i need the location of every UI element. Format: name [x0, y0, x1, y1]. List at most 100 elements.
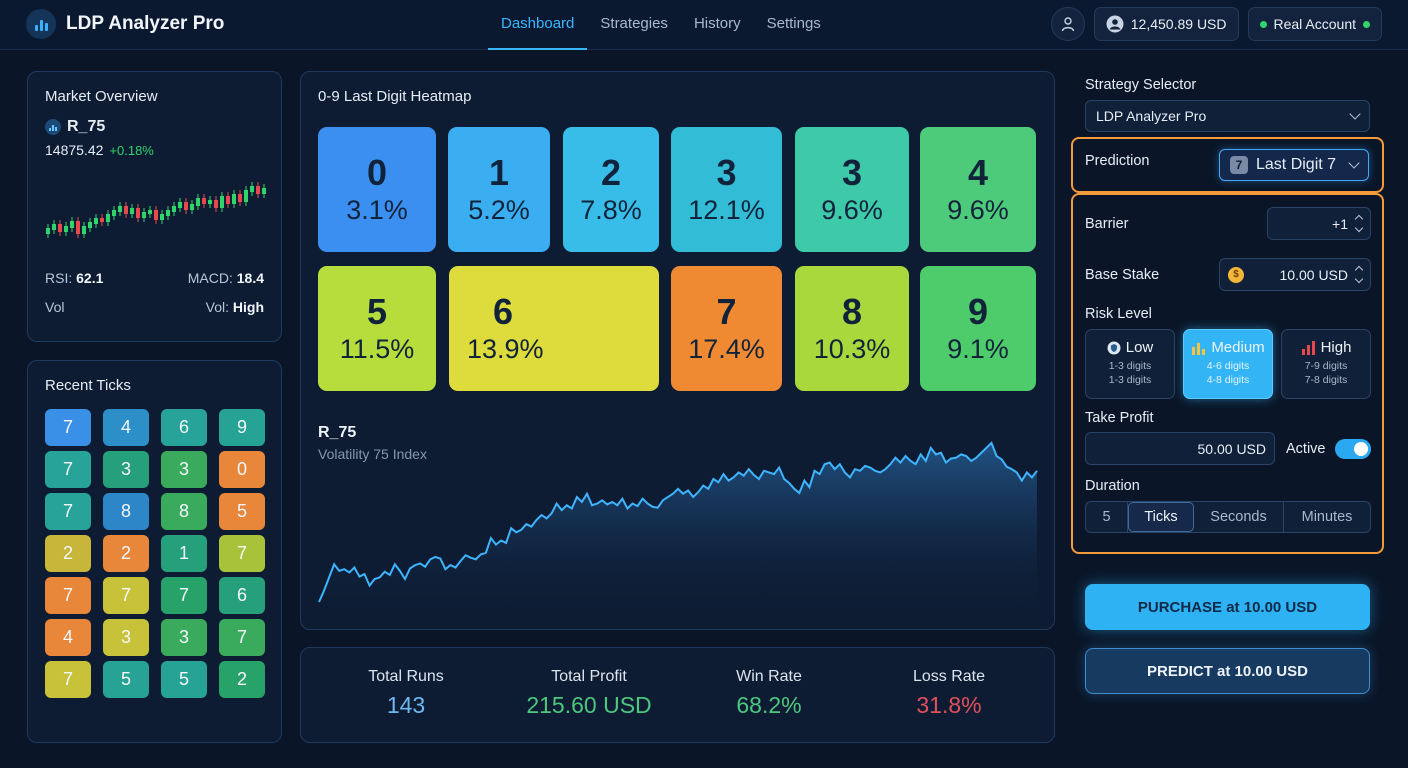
candle	[208, 200, 212, 204]
heatmap-cell[interactable]: 7 17.4%	[671, 266, 782, 391]
tick-cell: 8	[103, 493, 149, 530]
duration-unit-ticks[interactable]: Ticks	[1128, 502, 1194, 532]
heatmap-cell[interactable]: 0 3.1%	[318, 127, 436, 252]
predict-button[interactable]: PREDICT at 10.00 USD	[1085, 648, 1370, 694]
tick-cell: 4	[45, 619, 91, 656]
chart-series-line	[318, 441, 1038, 603]
take-profit-input[interactable]: 50.00 USD	[1085, 432, 1275, 465]
heatmap-cell[interactable]: 8 10.3%	[795, 266, 909, 391]
active-label: Active	[1286, 441, 1326, 457]
chart-area-fill	[319, 442, 1037, 612]
heatmap-cell[interactable]: 3 12.1%	[671, 127, 782, 252]
stat-total-profit: Total Profit 215.60 USD	[499, 668, 679, 719]
candle	[184, 202, 188, 210]
heatmap-cell[interactable]: 1 5.2%	[448, 127, 550, 252]
market-price: 14875.42	[45, 142, 104, 158]
candlestick-chart	[46, 182, 266, 238]
heatmap-percent: 7.8%	[580, 194, 642, 225]
candle	[226, 196, 230, 204]
nav-settings[interactable]: Settings	[766, 15, 821, 32]
base-stake-value: 10.00 USD	[1279, 266, 1348, 283]
candle	[58, 224, 62, 232]
heatmap-cell[interactable]: 2 7.8%	[563, 127, 659, 252]
chart-subtitle: Volatility 75 Index	[318, 446, 427, 462]
candle	[82, 226, 86, 234]
tick-cell: 7	[219, 619, 265, 656]
coin-icon: $	[1228, 266, 1244, 283]
heatmap-digit: 9	[967, 290, 989, 332]
balance-pill[interactable]: 12,450.89 USD	[1093, 7, 1239, 41]
strategy-selector-label: Strategy Selector	[1085, 77, 1197, 93]
risk-high-option[interactable]: High 7-9 digits 7-8 digits	[1281, 329, 1371, 399]
prediction-select[interactable]: 7 Last Digit 7	[1219, 149, 1369, 181]
rsi-label: RSI:	[45, 270, 73, 286]
risk-medium-name: Medium	[1184, 339, 1272, 356]
strategy-select[interactable]: LDP Analyzer Pro	[1085, 100, 1370, 132]
tick-cell: 6	[161, 409, 207, 446]
vol-label: Vol	[45, 299, 65, 315]
candle	[88, 222, 92, 228]
candle	[202, 198, 206, 204]
heatmap-cell[interactable]: 9 9.1%	[920, 266, 1036, 391]
candle	[52, 224, 56, 230]
candle	[244, 190, 248, 202]
price-area-chart	[318, 441, 1038, 612]
nav-dashboard[interactable]: Dashboard	[488, 0, 588, 50]
vol-stat: Vol: High	[206, 299, 264, 315]
account-type-pill[interactable]: Real Account	[1247, 7, 1382, 41]
heatmap-cell[interactable]: 6 13.9%	[449, 266, 659, 391]
main-nav: Dashboard Strategies History Settings	[488, 0, 834, 50]
heatmap-percent: 12.1%	[688, 194, 765, 225]
prediction-section: Prediction 7 Last Digit 7	[1071, 137, 1384, 193]
stat-value: 31.8%	[916, 692, 982, 718]
heatmap-digit: 4	[967, 151, 989, 193]
candle	[250, 186, 254, 192]
heatmap-percent: 9.6%	[947, 194, 1009, 225]
candle	[124, 206, 128, 214]
candle	[70, 221, 74, 228]
risk-medium-option[interactable]: Medium 4-6 digits 4-8 digits	[1183, 329, 1273, 399]
candle	[76, 221, 80, 234]
tick-cell: 7	[45, 451, 91, 488]
candle	[112, 210, 116, 216]
stat-label: Total Profit	[551, 668, 627, 685]
base-stake-stepper[interactable]: $ 10.00 USD	[1219, 258, 1371, 291]
recent-ticks-title: Recent Ticks	[45, 377, 131, 394]
bar-chart-icon	[1192, 342, 1206, 355]
duration-label: Duration	[1085, 478, 1140, 494]
heatmap-percent: 3.1%	[346, 194, 408, 225]
heatmap-digit: 8	[841, 290, 863, 332]
heatmap-digit: 6	[493, 290, 514, 332]
duration-unit-minutes[interactable]: Minutes	[1301, 509, 1353, 525]
risk-low-option[interactable]: Low 1-3 digits 1-3 digits	[1085, 329, 1175, 399]
tick-cell: 5	[103, 661, 149, 698]
candle	[154, 210, 158, 220]
duration-unit-seconds[interactable]: Seconds	[1194, 502, 1284, 532]
account-circle-icon	[1106, 15, 1124, 33]
duration-value[interactable]: 5	[1086, 502, 1128, 532]
duration-control: 5 Ticks Seconds Minutes	[1085, 501, 1371, 533]
heatmap-cell[interactable]: 4 9.6%	[920, 127, 1036, 252]
candle	[100, 218, 104, 222]
heatmap-cell[interactable]: 3 9.6%	[795, 127, 909, 252]
status-dot-icon	[1363, 20, 1370, 28]
nav-history[interactable]: History	[693, 15, 741, 32]
shield-icon	[1107, 341, 1121, 354]
market-symbol[interactable]: R_75	[45, 118, 105, 136]
base-stake-label: Base Stake	[1085, 267, 1160, 283]
candle	[262, 188, 266, 194]
tick-cell: 3	[103, 619, 149, 656]
heatmap-cell[interactable]: 5 11.5%	[318, 266, 436, 391]
nav-strategies[interactable]: Strategies	[600, 15, 668, 32]
brand[interactable]: LDP Analyzer Pro	[26, 9, 224, 39]
market-overview-title: Market Overview	[45, 88, 158, 105]
purchase-button[interactable]: PURCHASE at 10.00 USD	[1085, 584, 1370, 630]
stepper-arrows-icon[interactable]	[1354, 265, 1364, 284]
barrier-stepper[interactable]: +1	[1267, 207, 1371, 240]
heatmap-percent: 9.6%	[821, 194, 883, 225]
active-toggle[interactable]	[1335, 439, 1371, 459]
candle	[196, 198, 200, 206]
profile-button[interactable]	[1050, 7, 1085, 41]
stepper-arrows-icon[interactable]	[1354, 214, 1364, 233]
